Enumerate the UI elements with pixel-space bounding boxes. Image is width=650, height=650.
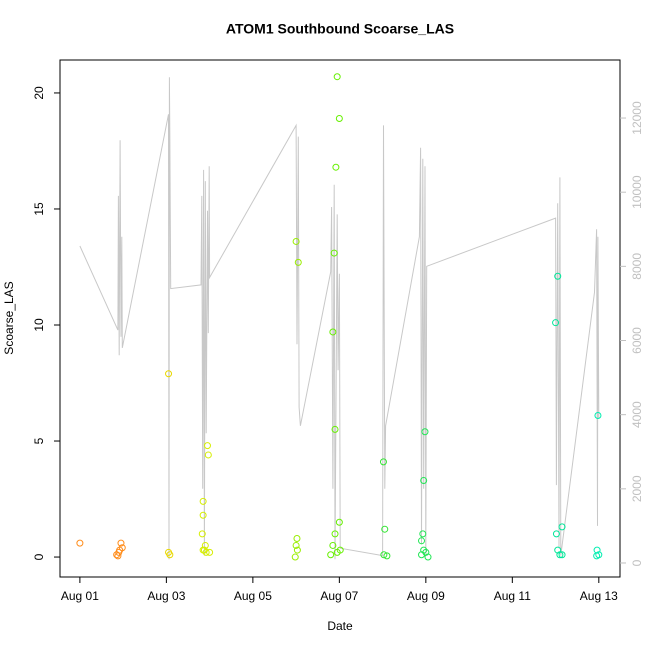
y2-tick-label: 4000: [630, 401, 644, 428]
data-point: [554, 272, 562, 280]
data-point: [419, 530, 427, 538]
data-point: [332, 163, 340, 171]
y-tick-label: 5: [32, 437, 46, 444]
data-point: [165, 370, 173, 378]
y2-tick-label: 12000: [630, 101, 644, 135]
data-point: [333, 73, 341, 81]
x-tick-label: Aug 05: [234, 589, 272, 603]
data-point: [331, 530, 339, 538]
y2-tick-label: 0: [630, 559, 644, 566]
data-point: [293, 534, 301, 542]
data-point: [552, 319, 560, 327]
data-point: [593, 552, 601, 560]
x-tick-label: Aug 07: [320, 589, 358, 603]
y2-tick-label: 10000: [630, 175, 644, 209]
y-axis-label: Scoarse_LAS: [2, 281, 16, 354]
data-point: [335, 518, 343, 526]
data-point: [556, 551, 564, 559]
data-point: [118, 544, 126, 552]
y2-tick-label: 8000: [630, 253, 644, 280]
data-point: [336, 546, 344, 554]
data-point: [166, 551, 174, 559]
data-point: [424, 553, 432, 561]
data-point: [335, 114, 343, 122]
data-point: [292, 541, 300, 549]
data-point: [292, 237, 300, 245]
x-tick-label: Aug 03: [147, 589, 185, 603]
y-tick-label: 0: [32, 553, 46, 560]
data-point: [418, 551, 426, 559]
y2-tick-label: 6000: [630, 327, 644, 354]
data-point: [594, 411, 602, 419]
y-tick-label: 10: [32, 318, 46, 332]
x-tick-label: Aug 13: [580, 589, 618, 603]
x-tick-label: Aug 11: [494, 589, 531, 603]
data-point: [329, 328, 337, 336]
data-point: [204, 451, 212, 459]
data-point: [379, 458, 387, 466]
data-point: [293, 546, 301, 554]
data-point: [294, 258, 302, 266]
x-axis-label: Date: [327, 619, 353, 633]
data-point: [558, 551, 566, 559]
data-point: [383, 552, 391, 560]
data-point: [206, 548, 214, 556]
data-point: [291, 553, 299, 561]
data-point: [558, 523, 566, 531]
y-tick-label: 20: [32, 86, 46, 100]
data-point: [199, 546, 207, 554]
data-point: [203, 442, 211, 450]
data-point: [76, 539, 84, 547]
data-point: [420, 476, 428, 484]
data-point: [552, 530, 560, 538]
x-tick-label: Aug 01: [61, 589, 99, 603]
data-point: [330, 249, 338, 257]
data-point: [199, 497, 207, 505]
altitude-line: [79, 77, 600, 560]
data-point: [421, 428, 429, 436]
data-point: [117, 539, 125, 547]
data-point: [198, 530, 206, 538]
chart-title: ATOM1 Southbound Scoarse_LAS: [226, 21, 454, 37]
x-tick-label: Aug 09: [407, 589, 445, 603]
data-point: [199, 511, 207, 519]
data-point: [381, 525, 389, 533]
data-point: [327, 551, 335, 559]
y-tick-label: 15: [32, 202, 46, 216]
data-point: [114, 552, 122, 560]
data-point: [418, 537, 426, 545]
data-point: [380, 551, 388, 559]
data-point: [329, 541, 337, 549]
data-point: [331, 425, 339, 433]
plot-frame: [59, 59, 621, 578]
y2-tick-label: 2000: [630, 475, 644, 502]
